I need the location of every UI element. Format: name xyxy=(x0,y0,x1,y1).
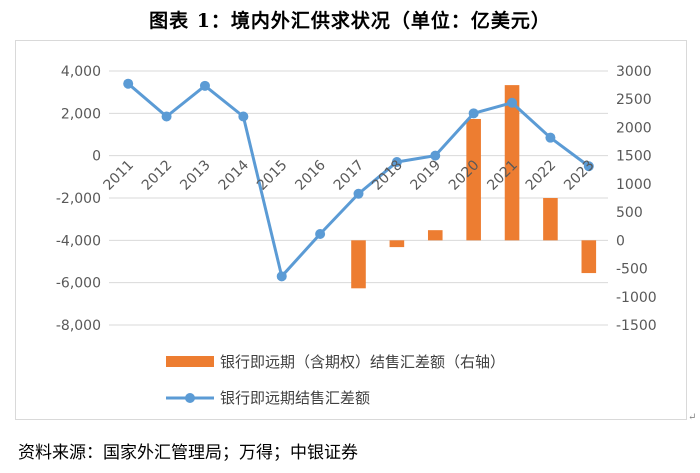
line-point xyxy=(199,80,210,91)
source-note: 资料来源：国家外汇管理局；万得；中银证券 xyxy=(18,443,358,463)
x-tick-label: 2019 xyxy=(408,157,445,194)
bar xyxy=(427,230,443,241)
right-tick-label: -1500 xyxy=(616,318,657,334)
right-tick-label: -500 xyxy=(616,262,648,278)
right-tick-label: 2000 xyxy=(616,120,652,136)
combo-chart: 4,000 2,000 0 -2,000 -4,000 -6,000 -8,000 3000… xyxy=(56,64,657,407)
left-tick-label: -4,000 xyxy=(56,233,101,249)
left-tick-label: 0 xyxy=(92,149,101,165)
line-point xyxy=(123,78,134,89)
left-tick-label: -2,000 xyxy=(56,191,101,207)
bar xyxy=(543,198,558,241)
right-tick-label: 2500 xyxy=(616,92,652,108)
x-tick-label: 2012 xyxy=(139,157,176,194)
bar xyxy=(581,240,597,274)
right-tick-label: 1000 xyxy=(616,177,652,193)
x-tick-label: 2014 xyxy=(216,157,253,194)
line-point xyxy=(238,111,249,122)
x-tick-label: 2011 xyxy=(101,157,138,194)
x-tick-label: 2016 xyxy=(292,157,329,194)
legend-line-label: 银行即远期结售汇差额 xyxy=(220,389,370,407)
right-axis-ticks: 3000 2500 2000 1500 1000 500 0 -500 -1000 -1500 xyxy=(616,64,657,334)
line-point xyxy=(315,228,326,239)
bar xyxy=(351,240,366,289)
right-tick-label: -1000 xyxy=(616,290,657,306)
bar xyxy=(466,118,481,241)
x-tick-label: 2017 xyxy=(331,157,368,194)
legend-line-marker xyxy=(185,393,195,403)
x-tick-label: 2015 xyxy=(254,157,291,194)
left-tick-label: 2,000 xyxy=(61,106,101,122)
bar xyxy=(504,85,520,241)
line-point xyxy=(161,111,172,122)
x-tick-label: 2013 xyxy=(177,157,214,194)
line-point xyxy=(276,271,287,282)
right-tick-label: 500 xyxy=(616,205,643,221)
right-tick-label: 0 xyxy=(616,233,625,249)
x-axis-labels: 2011 2012 2013 2014 2015 2016 2017 2018 2019 2020… xyxy=(101,157,598,194)
bar xyxy=(389,240,405,248)
figure-title: 图表 1：境内外汇供求状况（单位：亿美元） xyxy=(149,10,551,32)
paragraph-mark: ↵ xyxy=(688,412,697,423)
bar-series xyxy=(351,85,597,289)
x-tick-label: 2022 xyxy=(523,157,560,194)
left-tick-label: -6,000 xyxy=(56,276,101,292)
right-tick-label: 3000 xyxy=(616,64,652,80)
legend-bar-swatch xyxy=(166,356,214,367)
left-tick-label: 4,000 xyxy=(61,64,101,80)
line-point xyxy=(583,161,594,172)
line-point xyxy=(353,188,364,199)
legend-bar-label: 银行即远期（含期权）结售汇差额（右轴） xyxy=(220,353,505,371)
line-point xyxy=(545,132,556,143)
left-axis-ticks: 4,000 2,000 0 -2,000 -4,000 -6,000 -8,000 xyxy=(56,64,101,334)
left-tick-label: -8,000 xyxy=(56,318,101,334)
right-tick-label: 1500 xyxy=(616,149,652,165)
line-point xyxy=(430,150,441,161)
line-point xyxy=(468,108,479,119)
chart-frame: 4,000 2,000 0 -2,000 -4,000 -6,000 -8,000 3000… xyxy=(15,40,687,420)
line-series xyxy=(123,78,594,282)
line-point xyxy=(391,157,402,168)
line-point xyxy=(507,97,518,108)
legend: 银行即远期（含期权）结售汇差额（右轴） 银行即远期结售汇差额 xyxy=(166,353,505,407)
